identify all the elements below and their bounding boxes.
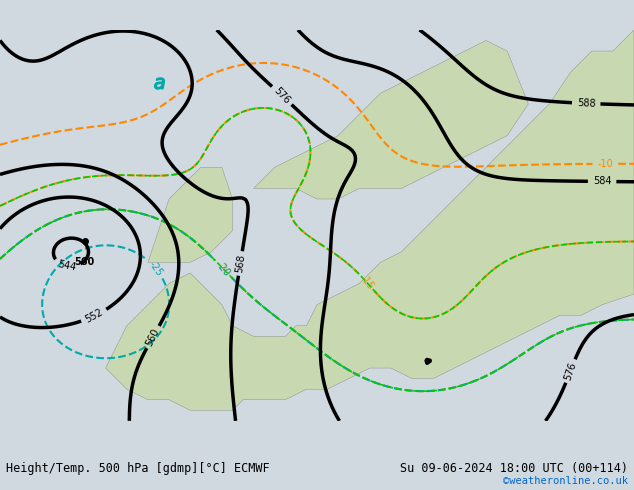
Text: 568: 568 bbox=[234, 254, 247, 273]
Text: ©weatheronline.co.uk: ©weatheronline.co.uk bbox=[503, 476, 628, 486]
Text: 588: 588 bbox=[577, 98, 596, 109]
Text: -25: -25 bbox=[147, 259, 165, 278]
Text: -20: -20 bbox=[214, 259, 232, 278]
Polygon shape bbox=[148, 167, 233, 262]
Text: -10: -10 bbox=[597, 159, 613, 169]
Text: Height/Temp. 500 hPa [gdmp][°C] ECMWF: Height/Temp. 500 hPa [gdmp][°C] ECMWF bbox=[6, 462, 270, 475]
Text: 560: 560 bbox=[74, 257, 94, 267]
Text: 576: 576 bbox=[272, 85, 292, 106]
Polygon shape bbox=[254, 41, 528, 199]
Text: -15: -15 bbox=[358, 272, 375, 291]
Text: 560: 560 bbox=[145, 326, 162, 347]
Text: -20: -20 bbox=[214, 259, 232, 278]
Text: 584: 584 bbox=[593, 176, 611, 187]
Text: 544: 544 bbox=[57, 259, 77, 273]
Text: 552: 552 bbox=[84, 307, 105, 325]
Text: 576: 576 bbox=[563, 361, 578, 381]
Text: Su 09-06-2024 18:00 UTC (00+114): Su 09-06-2024 18:00 UTC (00+114) bbox=[399, 462, 628, 475]
Polygon shape bbox=[106, 30, 634, 410]
